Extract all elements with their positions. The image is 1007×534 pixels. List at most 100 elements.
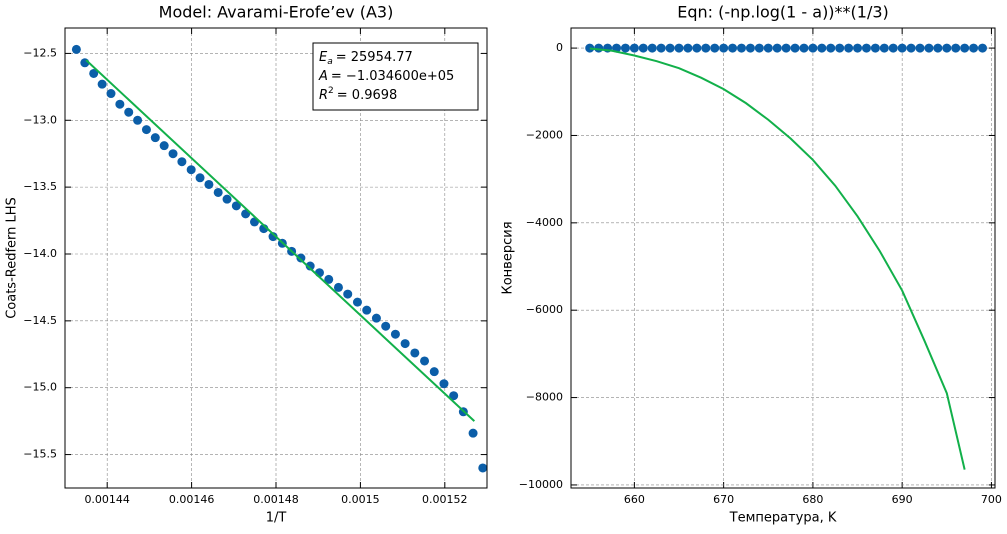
y-tick-label: −4000 [526,216,563,229]
annotation-symbol: E [319,50,328,65]
subplot: Eqn: (-np.log(1 - a))**(1/3) Температура,… [501,3,1002,526]
data-point [585,43,595,53]
fit-line [85,59,476,422]
data-point [951,43,961,53]
data-point [478,463,488,473]
x-tick-label: 0.00152 [422,493,468,506]
data-point [629,43,639,53]
y-axis-label: Coats-Redfern LHS [5,197,20,319]
data-point [333,282,343,292]
fit-line [589,47,966,470]
y-tick-label: −13.0 [23,113,57,126]
y-tick-label: −10000 [519,478,563,491]
annotation-superscript: 2 [328,86,334,96]
data-point [665,43,675,53]
annotation-text: = 0.9698 [337,88,398,103]
data-point [826,43,836,53]
annotation-box [312,42,479,111]
data-point [89,68,99,78]
data-point [71,44,81,54]
data-point [710,43,720,53]
data-point [728,43,738,53]
annotation-symbol: A [318,69,328,84]
data-point [429,367,439,377]
data-point [400,339,410,349]
x-tick-label: 0.00146 [169,493,215,506]
data-point [754,43,764,53]
data-point [835,43,845,53]
annotation-line: Ea = 25954.77 [319,50,413,67]
data-point [468,428,478,438]
data-point [449,391,459,401]
data-point [410,348,420,358]
data-point [915,43,925,53]
y-tick-label: −6000 [526,303,563,316]
data-point [324,274,334,284]
y-axis-label: Конверсия [501,221,516,294]
annotation-symbol: R [319,88,328,103]
x-axis-label: Температура, K [729,511,837,526]
data-point [960,43,970,53]
data-point [888,43,898,53]
data-point [115,99,125,109]
data-point [897,43,907,53]
y-tick-label: −14.5 [23,314,57,327]
data-point [141,125,151,135]
data-point [745,43,755,53]
data-point [97,79,107,89]
x-tick-label: 0.00148 [253,493,299,506]
data-point [719,43,729,53]
data-point [692,43,702,53]
y-tick-label: −12.5 [23,46,57,59]
data-point [352,297,362,307]
data-point [656,43,666,53]
data-point [906,43,916,53]
x-tick-label: 690 [892,493,913,506]
data-point [222,194,232,204]
data-point [195,173,205,183]
chart-title: Eqn: (-np.log(1 - a))**(1/3) [677,3,889,22]
data-point [381,321,391,331]
data-point [683,43,693,53]
data-point [420,356,430,366]
data-point [106,89,116,99]
data-point [371,313,381,323]
y-tick-label: −8000 [526,391,563,404]
data-point [861,43,871,53]
data-point [168,149,178,159]
data-point [213,187,223,197]
data-point [133,115,143,125]
data-point [781,43,791,53]
annotation-line: R2 = 0.9698 [319,86,397,103]
x-tick-label: 670 [713,493,734,506]
x-tick-label: 660 [624,493,645,506]
data-point [969,43,979,53]
data-point [231,201,241,211]
data-point [799,43,809,53]
y-tick-label: −15.0 [23,381,57,394]
data-point [790,43,800,53]
y-tick-label: −2000 [526,128,563,141]
data-point [124,107,134,117]
data-point [978,43,988,53]
data-point [177,157,187,167]
data-point [390,329,400,339]
data-point [204,179,214,189]
data-point [186,165,196,175]
plot-frame [570,27,996,489]
annotation-text: = 25954.77 [336,50,413,65]
data-point [933,43,943,53]
y-tick-label: −13.5 [23,180,57,193]
y-tick-label: −14.0 [23,247,57,260]
data-point [638,43,648,53]
data-point [844,43,854,53]
data-point [772,43,782,53]
data-point [305,261,315,271]
data-point [942,43,952,53]
data-point [924,43,934,53]
data-point [150,133,160,143]
data-point [736,43,746,53]
data-point [647,43,657,53]
annotation-subscript: a [327,57,333,67]
